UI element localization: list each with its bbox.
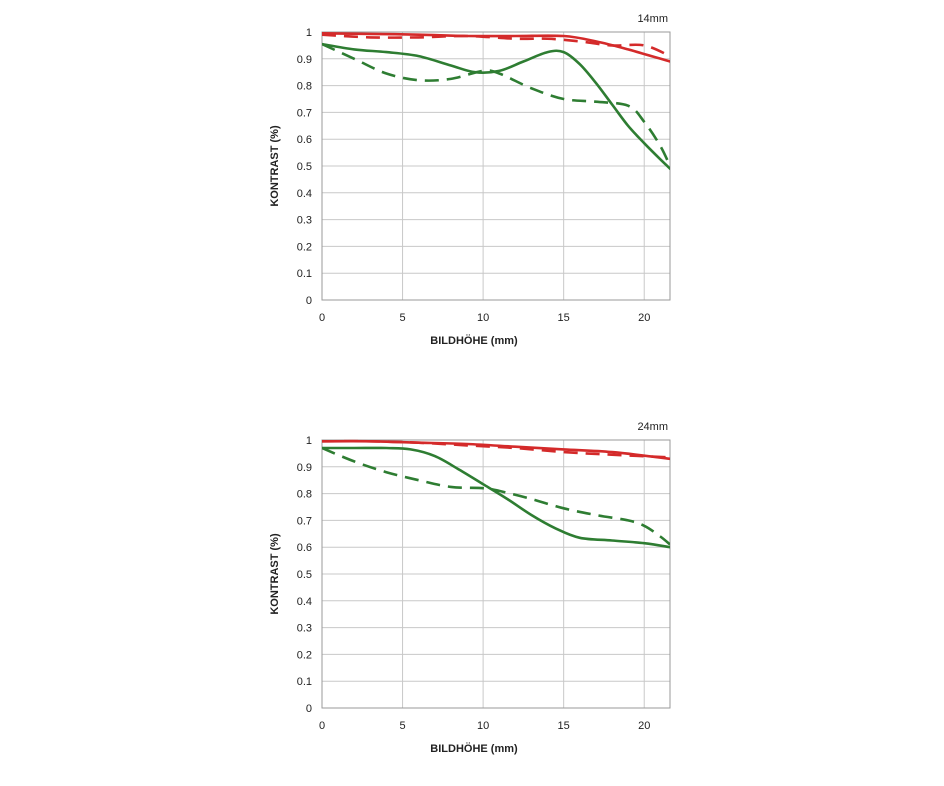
c1-y-tick-label-3: 0.3 xyxy=(297,623,312,635)
c0-x-tick-label-2: 10 xyxy=(477,312,489,324)
grid xyxy=(321,439,670,709)
c0-y-tick-label-3: 0.3 xyxy=(297,215,312,227)
c1-series-line-2-green-solid xyxy=(322,446,670,549)
c0-series-line-3-green-dashed xyxy=(322,42,670,167)
c1-series-line-1-red-dashed xyxy=(322,439,670,459)
chart-canvas-14mm: 00.10.20.30.40.50.60.70.80.910 5 10 15 20BIL… xyxy=(269,13,671,347)
c0-x-tick-label-4: 20 xyxy=(638,312,650,324)
c0-y-tick-label-0: 0 xyxy=(306,295,312,307)
c0-x-tick-label-3: 15 xyxy=(558,312,570,324)
c0-y-tick-label-5: 0.5 xyxy=(297,161,312,173)
c0-y-tick-label-1: 0.1 xyxy=(297,268,312,280)
c0-y-tick-label-8: 0.8 xyxy=(297,81,312,93)
c1-plot-frame xyxy=(321,439,671,709)
c1-chart-title: 24mm xyxy=(637,421,668,433)
c0-series-line-2-green-solid xyxy=(322,42,670,170)
c1-x-tick-label-4: 20 xyxy=(638,720,650,732)
c1-x-tick-label-1: 5 xyxy=(399,720,405,732)
c1-y-tick-label-0: 0 xyxy=(306,703,312,715)
c0-y-tick-label-4: 0.4 xyxy=(297,188,312,200)
mtf-chart-24mm: 0 0.1 0.2 0.3 0.4 0.5 0.6 0.7 0.8 0.9 1 0 5 10 15 20 BIL… xyxy=(0,408,944,786)
c1-x-tick-label-0: 0 xyxy=(319,720,325,732)
c0-y-tick-label-2: 0.2 xyxy=(297,241,312,253)
c1-y-tick-label-9: 0.9 xyxy=(297,462,312,474)
c0-y-tick-label-6: 0.6 xyxy=(297,134,312,146)
mtf-chart-14mm: 0 0.1 0.2 0.3 0.4 0.5 0.6 0.7 0.8 0.9 1 0 5 10 15 20 BIL… xyxy=(0,0,944,378)
c0-y-tick-label-10: 1 xyxy=(306,27,312,39)
c0-x-tick-label-0: 0 xyxy=(319,312,325,324)
c0-y-tick-label-7: 0.7 xyxy=(297,107,312,119)
c0-x-tick-label-1: 5 xyxy=(399,312,405,324)
c1-series-line-3-green-dashed xyxy=(322,446,670,546)
c0-y-tick-label-9: 0.9 xyxy=(297,54,312,66)
c0-chart-title: 14mm xyxy=(637,13,668,25)
c1-y-tick-label-1: 0.1 xyxy=(297,676,312,688)
c1-y-tick-label-2: 0.2 xyxy=(297,649,312,661)
c1-x-axis-title: BILDHÖHE (mm) xyxy=(430,742,518,755)
c0-plot-frame xyxy=(321,31,671,301)
chart-canvas-24mm: 00.10.20.30.40.50.60.70.80.910 5 10 15 20BIL… xyxy=(269,421,671,755)
c1-y-axis-title: KONTRAST (%) xyxy=(269,533,281,615)
c1-y-tick-label-4: 0.4 xyxy=(297,596,312,608)
c0-series-line-1-red-dashed xyxy=(322,33,670,58)
c1-x-tick-label-2: 10 xyxy=(477,720,489,732)
c1-y-tick-label-8: 0.8 xyxy=(297,489,312,501)
c1-series-group xyxy=(322,439,670,549)
c0-y-axis-title: KONTRAST (%) xyxy=(269,125,281,207)
c1-y-tick-label-5: 0.5 xyxy=(297,569,312,581)
c0-x-axis-title: BILDHÖHE (mm) xyxy=(430,334,518,347)
c1-y-tick-label-6: 0.6 xyxy=(297,542,312,554)
c1-y-tick-label-10: 1 xyxy=(306,435,312,447)
c1-x-tick-label-3: 15 xyxy=(558,720,570,732)
c0-series-group xyxy=(322,31,670,170)
c1-y-tick-label-7: 0.7 xyxy=(297,515,312,527)
